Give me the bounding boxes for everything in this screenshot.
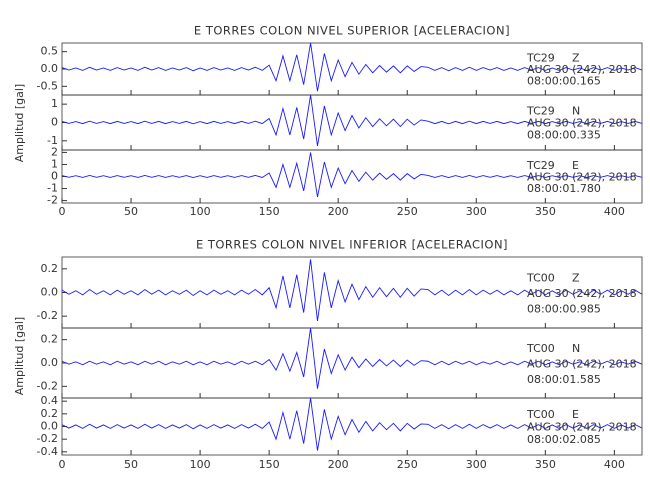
component-label: N bbox=[572, 105, 580, 118]
date-label: AUG 30 (242), 2018 bbox=[527, 63, 637, 76]
date-label: AUG 30 (242), 2018 bbox=[527, 117, 637, 130]
date-label: AUG 30 (242), 2018 bbox=[527, 287, 637, 300]
trace-line bbox=[61, 94, 643, 147]
time-label: 08:00:00.335 bbox=[527, 129, 601, 142]
y-tick-label: 0.4 bbox=[41, 394, 59, 407]
x-tick-label: 300 bbox=[466, 458, 487, 471]
y-tick-label: -0.5 bbox=[37, 79, 58, 92]
y-tick-label: 0 bbox=[51, 170, 58, 183]
x-tick-label: 200 bbox=[328, 205, 349, 218]
trace-line bbox=[61, 397, 643, 451]
y-tick-label: -1 bbox=[47, 134, 58, 147]
x-tick-label: 150 bbox=[259, 205, 280, 218]
time-label: 08:00:01.780 bbox=[527, 182, 601, 195]
y-tick-label: 0.2 bbox=[41, 262, 59, 275]
x-tick-label: 200 bbox=[328, 458, 349, 471]
time-label: 08:00:02.085 bbox=[527, 433, 601, 446]
chart-title: E TORRES COLON NIVEL INFERIOR [ACELERACI… bbox=[196, 238, 508, 252]
trace-line bbox=[61, 259, 643, 321]
y-tick-label: -0.2 bbox=[37, 309, 58, 322]
x-tick-label: 350 bbox=[535, 205, 556, 218]
y-tick-label: 2 bbox=[51, 145, 58, 158]
x-tick-label: 400 bbox=[604, 458, 625, 471]
trace-line bbox=[61, 152, 643, 198]
component-label: N bbox=[572, 342, 580, 355]
chart-title: E TORRES COLON NIVEL SUPERIOR [ACELERACI… bbox=[194, 24, 510, 38]
x-tick-label: 250 bbox=[397, 205, 418, 218]
y-tick-label: 1 bbox=[51, 97, 58, 110]
x-tick-label: 100 bbox=[190, 205, 211, 218]
y-tick-label: 1 bbox=[51, 157, 58, 170]
x-tick-label: 0 bbox=[59, 205, 66, 218]
time-label: 08:00:00.985 bbox=[527, 303, 601, 316]
trace-line bbox=[61, 42, 643, 92]
y-tick-label: -0.2 bbox=[37, 432, 58, 445]
date-label: AUG 30 (242), 2018 bbox=[527, 171, 637, 184]
y-tick-label: 0 bbox=[51, 116, 58, 129]
x-tick-label: 250 bbox=[397, 458, 418, 471]
x-tick-label: 0 bbox=[59, 458, 66, 471]
time-label: 08:00:00.165 bbox=[527, 74, 601, 87]
component-label: E bbox=[572, 408, 579, 421]
station-label: TC00 bbox=[526, 408, 555, 421]
y-tick-label: 0.2 bbox=[41, 407, 59, 420]
y-tick-label: 0.0 bbox=[41, 356, 59, 369]
date-label: AUG 30 (242), 2018 bbox=[527, 421, 637, 434]
component-label: Z bbox=[572, 271, 580, 284]
date-label: AUG 30 (242), 2018 bbox=[527, 357, 637, 370]
y-tick-label: -1 bbox=[47, 182, 58, 195]
y-tick-label: 0.5 bbox=[41, 45, 59, 58]
y-tick-label: 0.0 bbox=[41, 286, 59, 299]
y-tick-label: -2 bbox=[47, 194, 58, 207]
component-label: E bbox=[572, 159, 579, 172]
component-label: Z bbox=[572, 52, 580, 65]
y-tick-label: -0.4 bbox=[37, 445, 58, 458]
station-label: TC29 bbox=[526, 52, 555, 65]
x-tick-label: 150 bbox=[259, 458, 280, 471]
station-label: TC29 bbox=[526, 105, 555, 118]
x-tick-label: 400 bbox=[604, 205, 625, 218]
x-tick-label: 350 bbox=[535, 458, 556, 471]
y-axis-label: Amplitud [gal] bbox=[13, 317, 26, 395]
trace-line bbox=[61, 327, 643, 389]
x-tick-label: 50 bbox=[124, 458, 138, 471]
time-label: 08:00:01.585 bbox=[527, 373, 601, 386]
x-tick-label: 300 bbox=[466, 205, 487, 218]
y-tick-label: -0.2 bbox=[37, 379, 58, 392]
station-label: TC00 bbox=[526, 271, 555, 284]
station-label: TC00 bbox=[526, 342, 555, 355]
x-tick-label: 50 bbox=[124, 205, 138, 218]
y-axis-label: Amplitud [gal] bbox=[13, 84, 26, 162]
station-label: TC29 bbox=[526, 159, 555, 172]
y-tick-label: 0.0 bbox=[41, 62, 59, 75]
x-tick-label: 100 bbox=[190, 458, 211, 471]
y-tick-label: 0.0 bbox=[41, 420, 59, 433]
y-tick-label: 0.2 bbox=[41, 333, 59, 346]
